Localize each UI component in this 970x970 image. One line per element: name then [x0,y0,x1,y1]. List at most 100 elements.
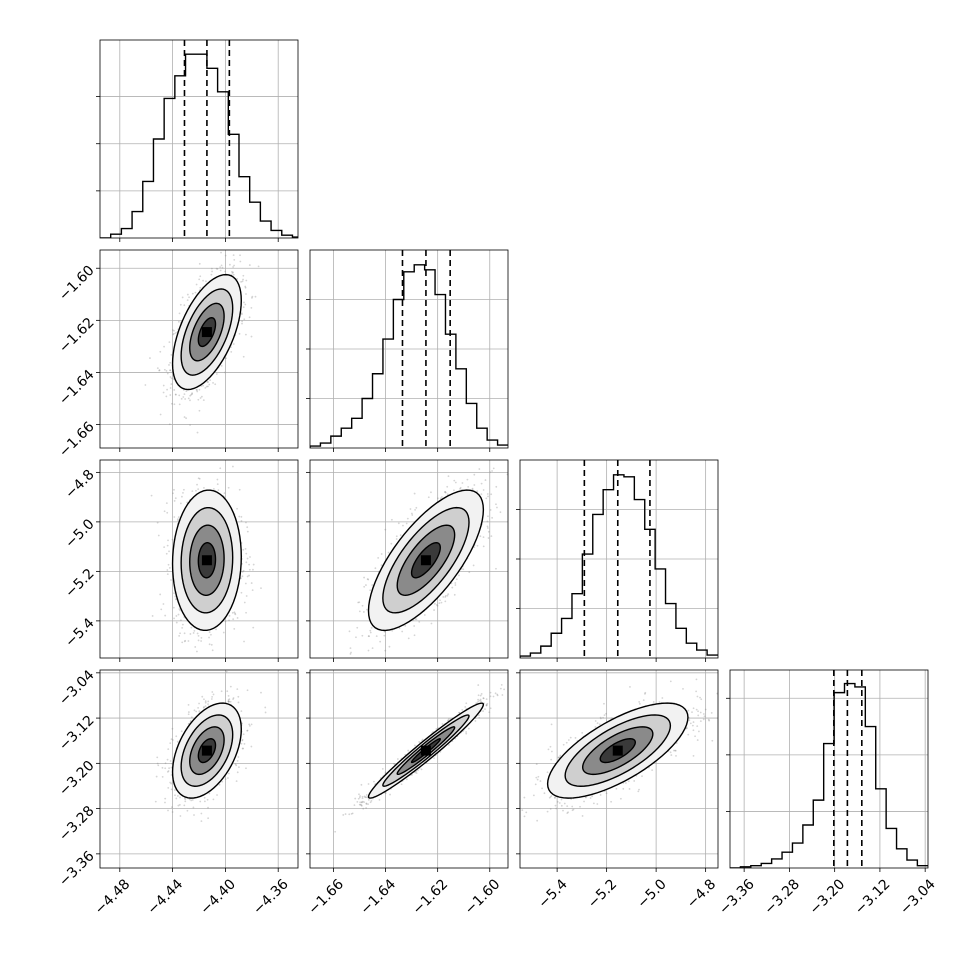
sample-point [229,700,232,703]
sample-point [244,285,247,288]
sample-point [486,520,489,523]
sample-point [454,582,457,584]
contour-1 [396,524,456,597]
sample-point [421,738,424,741]
sample-point [455,578,458,581]
y-tick-label: −5.0 [62,516,97,551]
sample-point [444,491,446,493]
sample-point [251,295,254,298]
sample-point [200,636,203,639]
sample-point [442,596,445,598]
sample-point [696,725,699,728]
x-tick-label: −4.48 [92,876,134,918]
sample-point [402,524,404,527]
sample-point [260,691,262,694]
sample-point [174,393,177,396]
sample-point [159,413,162,416]
sample-point [692,707,695,710]
sample-point [435,603,438,606]
sample-point [220,690,223,693]
sample-point [348,630,351,633]
sample-point [235,764,238,767]
sample-point [466,478,469,481]
sample-point [227,772,230,775]
sample-point [212,439,214,441]
sample-point [179,815,182,817]
sample-point [494,692,497,695]
sample-point [194,291,197,294]
sample-point [202,384,204,387]
sample-point [374,567,377,570]
sample-point [242,548,245,551]
sample-point [203,706,205,708]
sample-point [207,700,210,703]
sample-point [204,705,207,708]
sample-point [547,748,550,751]
sample-point [485,698,488,701]
sample-point [151,615,154,617]
sample-point [462,568,465,571]
sample-point [603,714,606,717]
sample-point [187,711,190,713]
sample-point [554,797,556,799]
sample-point [704,708,707,711]
sample-point [373,780,375,783]
sample-point [176,795,179,797]
sample-point [487,530,490,533]
sample-point [170,383,173,385]
sample-point [208,662,210,664]
sample-point [208,383,211,386]
sample-point [172,333,175,336]
sample-point [496,693,499,696]
sample-point [349,653,352,655]
sample-point [194,646,197,648]
sample-point [707,718,710,721]
pair-panel-0-1 [100,250,298,448]
contour-3 [171,702,242,799]
sample-point [495,567,497,570]
sample-point [225,670,228,673]
sample-point [589,797,592,799]
sample-point [567,739,570,741]
sample-point [170,788,173,791]
sample-point [238,766,240,769]
sample-point [542,477,544,479]
sample-point [197,634,200,637]
sample-point [169,369,172,372]
sample-point [196,650,198,653]
sample-point [184,639,187,642]
contour-1 [189,302,225,362]
sample-point [479,698,482,701]
sample-point [188,296,190,299]
sample-point [241,738,244,741]
sample-point [358,803,361,806]
sample-point [191,292,194,295]
sample-point [342,814,345,816]
sample-point [203,659,205,661]
sample-point [535,776,538,779]
sample-point [363,801,365,804]
sample-point [196,390,199,393]
sample-point [574,737,577,739]
sample-point [543,792,546,795]
sample-point [638,702,641,705]
sample-point [550,794,553,797]
x-tick-label: −3.20 [807,876,849,918]
sample-point [566,805,569,808]
sample-point [199,397,202,399]
sample-point [392,762,395,765]
sample-point [208,792,211,795]
sample-point [242,306,245,309]
sample-point [233,264,235,267]
sample-point [224,254,227,257]
sample-point [360,783,363,786]
sample-point [179,303,182,306]
sample-point [370,626,373,629]
sample-point [170,782,173,785]
y-tick-label: −3.04 [56,667,98,709]
sample-point [233,258,236,261]
sample-point [173,403,176,406]
sample-point [178,394,181,397]
density-peak [201,327,212,338]
sample-point [190,716,193,719]
